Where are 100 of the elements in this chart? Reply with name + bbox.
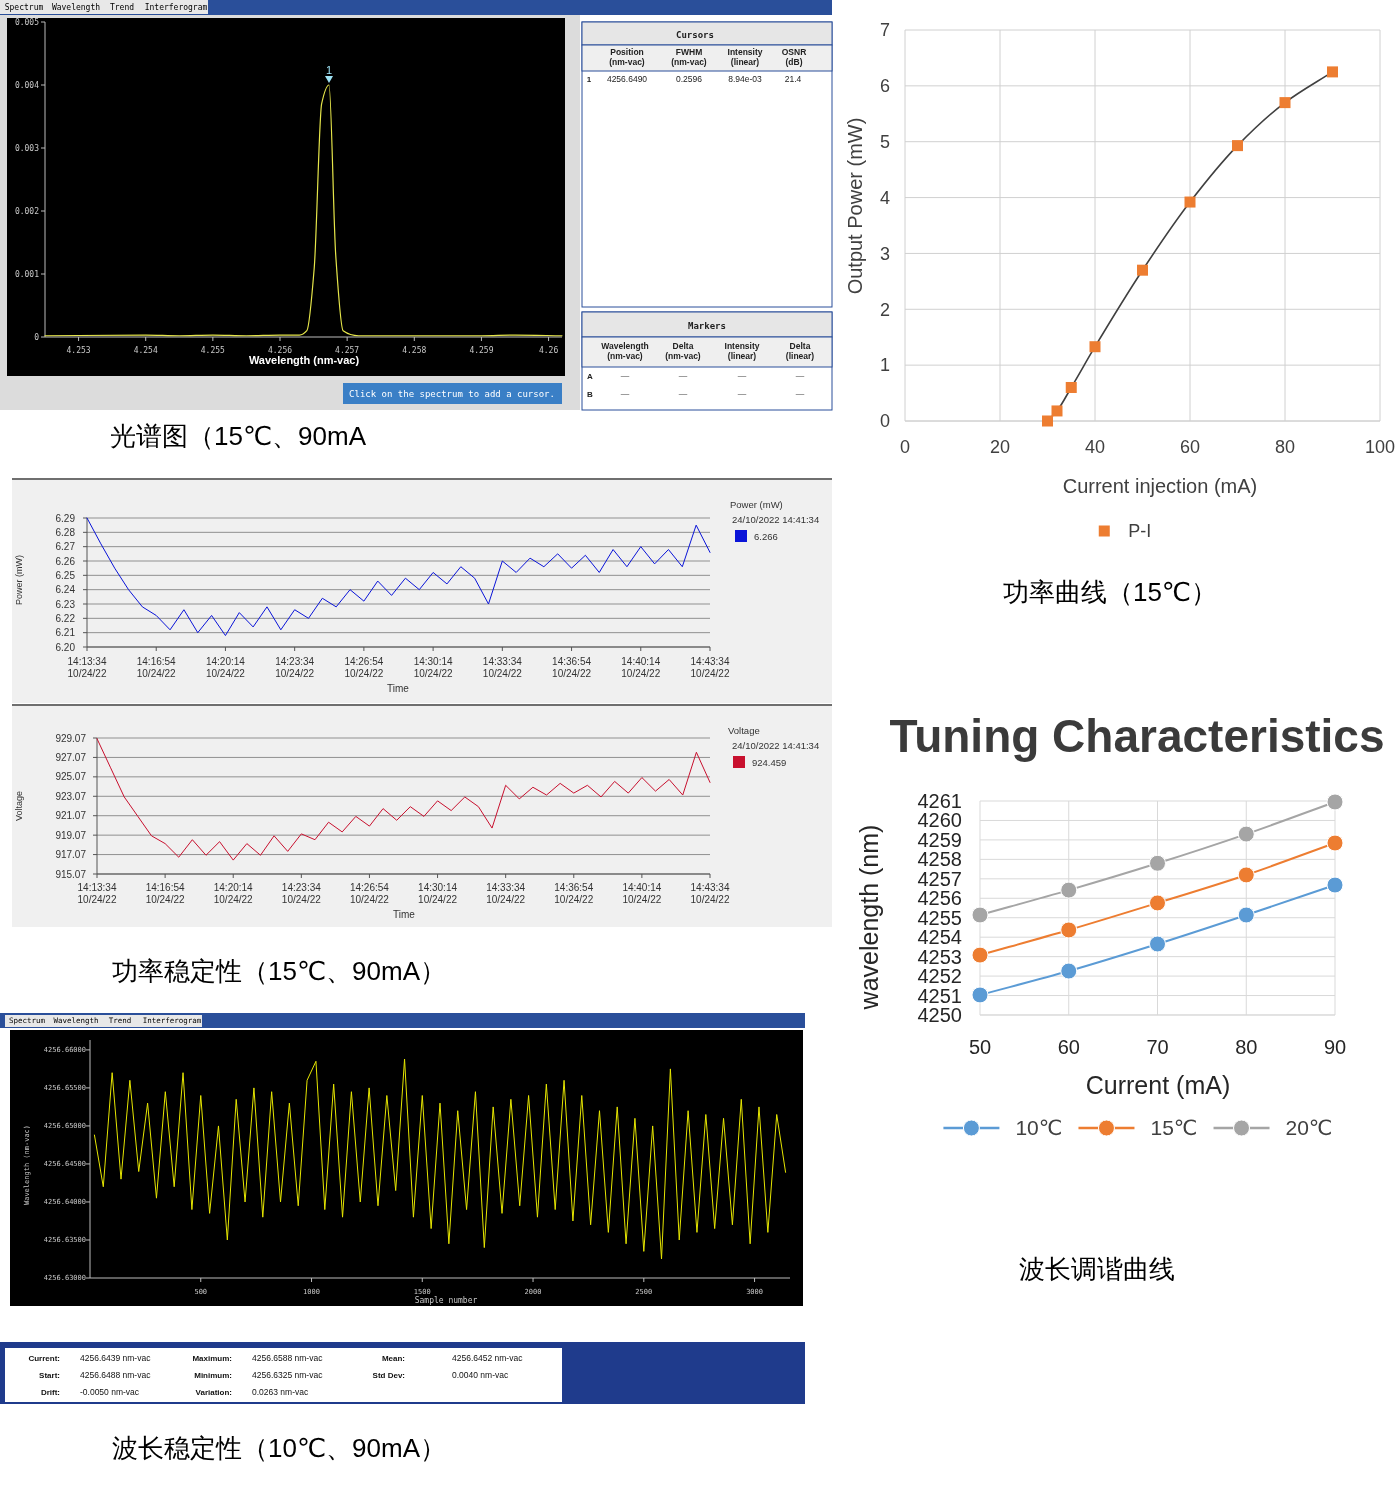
x-tick-label: 4.258: [402, 346, 427, 355]
x-tick-label: 14:13:34 10/24/22: [67, 656, 107, 679]
x-tick-label: 14:23:34 10/24/22: [281, 882, 322, 905]
legend-label: P-I: [1128, 521, 1152, 542]
y-tick-label: 0: [879, 411, 890, 432]
x-tick-label: 4.26: [538, 346, 559, 355]
x-axis-title: Time: [393, 909, 416, 920]
point: [1237, 825, 1255, 843]
text: Delta (linear): [785, 341, 815, 362]
text: 波长调谐曲线: [1019, 1254, 1175, 1284]
y-tick-label: 0.004: [14, 80, 40, 90]
text: —: [737, 389, 747, 399]
x-tick-label: 4.257: [335, 346, 360, 355]
x-tick-label: 14:40:14 10/24/22: [622, 882, 662, 905]
point: [1279, 97, 1291, 109]
text: 4256.6490: [606, 74, 648, 84]
text: 4256.6488 nm-vac: [80, 1370, 152, 1380]
x-tick-label: 14:30:14 10/24/22: [418, 882, 458, 905]
y-tick-label: 921.07: [55, 810, 87, 822]
x-tick-label: 60: [1179, 437, 1201, 457]
legend-label: 20℃: [1285, 1116, 1333, 1140]
y-tick-label: 4250: [917, 1004, 962, 1026]
x-axis-title: Sample number: [414, 1296, 478, 1305]
point: [971, 986, 989, 1004]
text: Click on the spectrum to add a cursor.: [349, 389, 555, 399]
x-tick-label: 40: [1084, 437, 1106, 457]
point: [1326, 793, 1344, 811]
x-tick-label: 14:16:54 10/24/22: [136, 656, 177, 679]
text: 功率曲线（15℃）: [1002, 577, 1218, 607]
x-tick-label: 14:26:54 10/24/22: [344, 656, 384, 679]
y-tick-label: 0.002: [14, 206, 40, 216]
y-tick-label: 915.07: [55, 868, 87, 880]
x-tick-label: 14:16:54 10/24/22: [145, 882, 186, 905]
x-tick-label: 14:43:34 10/24/22: [690, 882, 730, 905]
y-tick-label: 6.20: [55, 641, 76, 653]
legend-label: 6.266: [754, 531, 778, 542]
text: Markers: [688, 321, 726, 331]
y-tick-label: 6.22: [55, 612, 76, 624]
x-tick-label: 14:40:14 10/24/22: [621, 656, 661, 679]
y-tick-label: 3: [879, 243, 890, 264]
point: [1060, 962, 1078, 980]
x-tick-label: 14:33:34 10/24/22: [486, 882, 526, 905]
y-tick-label: 6.24: [55, 584, 76, 596]
text: 光谱图（15℃、90mA: [110, 421, 367, 451]
y-tick-label: 6.25: [55, 569, 76, 581]
text: Mean:: [381, 1354, 405, 1363]
x-tick-label: 14:26:54 10/24/22: [349, 882, 390, 905]
point: [1089, 341, 1101, 353]
x-tick-label: 14:13:34 10/24/22: [77, 882, 117, 905]
legend-label: 15℃: [1150, 1116, 1198, 1140]
y-tick-label: 0.005: [14, 17, 40, 27]
x-tick-label: 50: [968, 1036, 992, 1058]
text: 波长稳定性（10℃、90mA）: [112, 1433, 447, 1463]
y-axis-title: Voltage: [14, 790, 24, 822]
x-tick-label: 60: [1057, 1036, 1080, 1058]
y-tick-label: 927.07: [55, 751, 87, 763]
y-tick-label: 2: [879, 299, 890, 320]
point: [1065, 381, 1077, 393]
point: [971, 946, 989, 964]
line-series: [93, 1058, 787, 1260]
point: [1149, 894, 1166, 912]
y-tick-label: 6.21: [55, 627, 76, 639]
text: 4256.6452 nm-vac: [452, 1353, 524, 1363]
text: —: [620, 389, 630, 399]
text: —: [678, 371, 688, 381]
point: [1327, 66, 1338, 78]
x-tick-label: 80: [1235, 1036, 1258, 1058]
text: 4256.6588 nm-vac: [252, 1353, 324, 1363]
point: [1326, 834, 1344, 852]
x-tick-label: 4.255: [200, 346, 226, 355]
x-tick-label: 14:20:14 10/24/22: [213, 882, 254, 905]
y-tick-label: 4: [879, 187, 890, 208]
text: Cursors: [676, 30, 714, 40]
x-axis-title: Current injection (mA): [1062, 475, 1258, 497]
point: [1232, 140, 1243, 152]
x-tick-label: 4.254: [133, 346, 158, 355]
x-tick-label: 100: [1364, 437, 1396, 457]
y-tick-label: 917.07: [55, 849, 87, 861]
text: 0.0263 nm-vac: [252, 1387, 309, 1397]
text: 24/10/2022 14:41:34: [732, 740, 820, 751]
legend-label: 924.459: [752, 757, 787, 768]
x-tick-label: 70: [1146, 1036, 1169, 1058]
x-axis-title: Time: [387, 683, 410, 694]
y-tick-label: 5: [879, 132, 890, 153]
x-tick-label: 4.256: [267, 346, 293, 355]
y-axis-title: wavelength (nm): [855, 824, 883, 1011]
point: [971, 906, 989, 924]
chart-title: Tuning Characteristics: [889, 710, 1385, 762]
text: —: [737, 371, 747, 381]
y-tick-label: 6: [879, 76, 890, 97]
x-axis-title: Current (mA): [1085, 1071, 1231, 1099]
y-tick-label: 0.001: [14, 269, 40, 279]
y-tick-label: 929.07: [55, 732, 87, 744]
text: Minimum:: [194, 1371, 232, 1380]
x-tick-label: 14:30:14 10/24/22: [413, 656, 454, 679]
legend-label: 10℃: [1015, 1116, 1063, 1140]
x-tick-label: 14:36:54 10/24/22: [552, 656, 592, 679]
line-series: [96, 738, 711, 861]
text: B: [587, 390, 594, 399]
text: OSNR (dB): [781, 47, 807, 68]
